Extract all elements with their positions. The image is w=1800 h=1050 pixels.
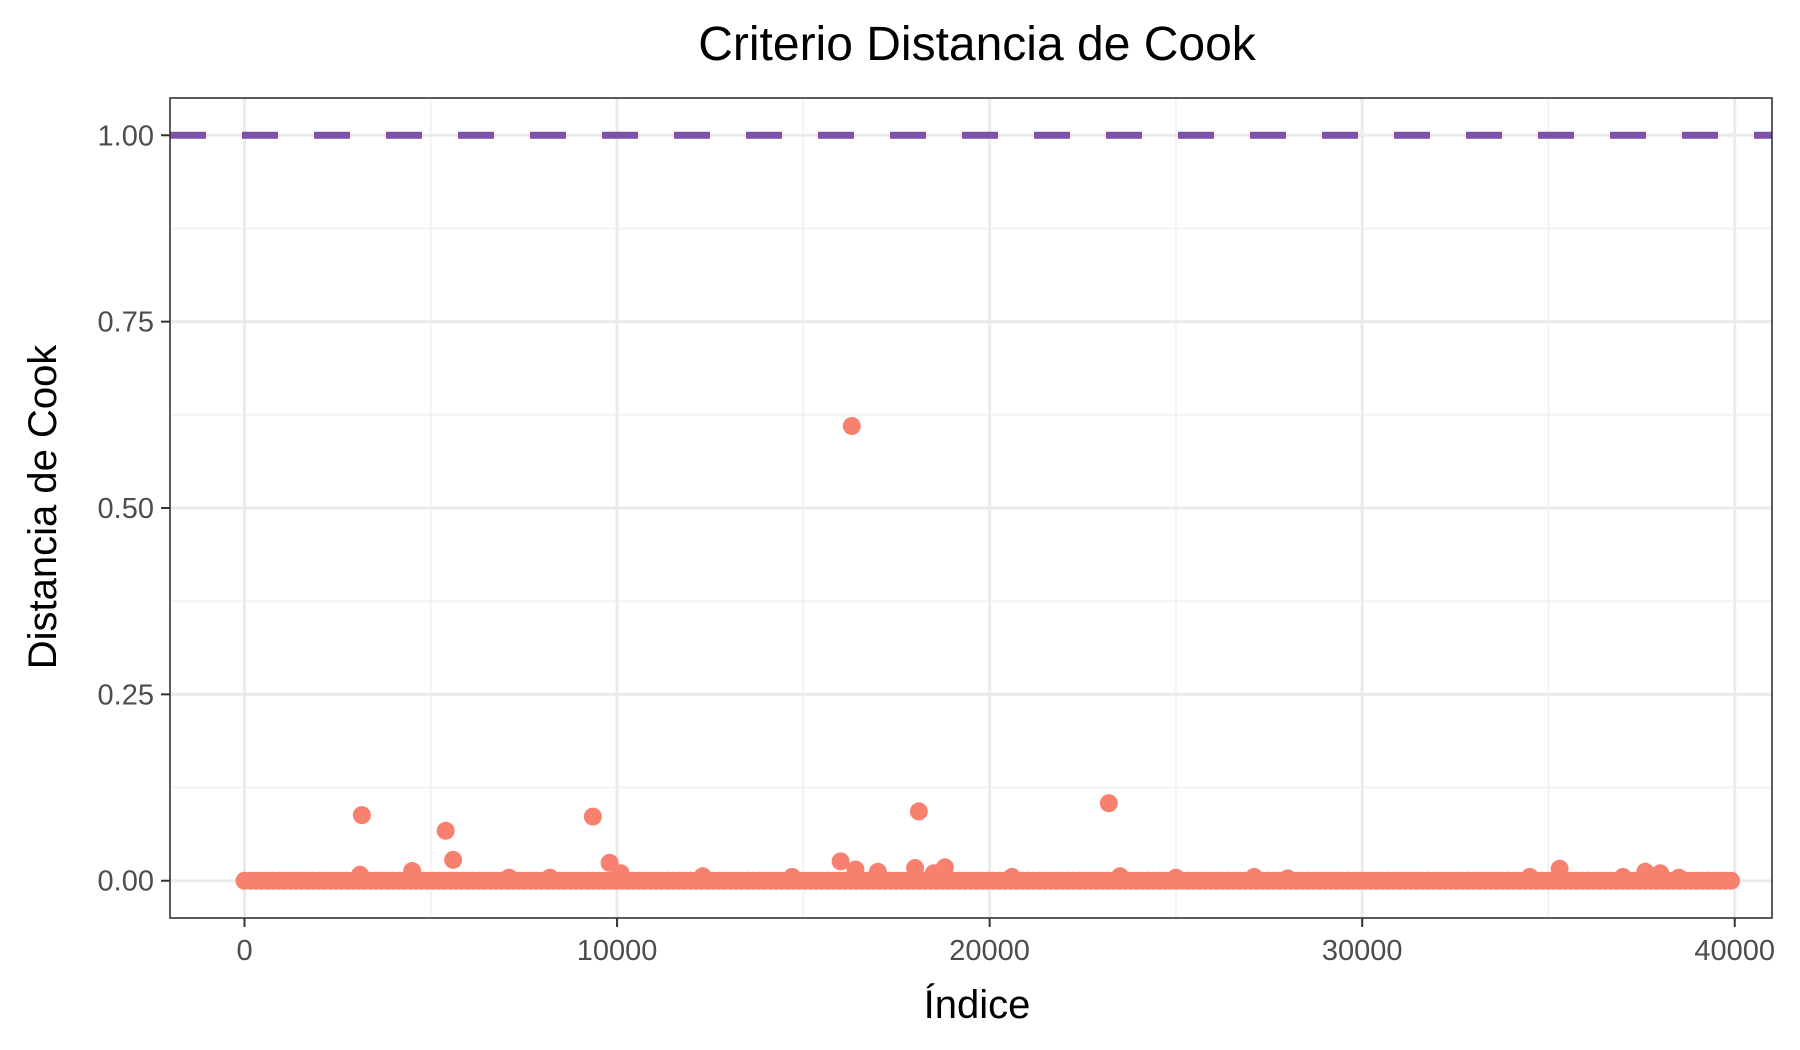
x-tick-label: 40000 [1694,935,1775,967]
data-point [1002,868,1021,886]
data-point [935,858,954,877]
data-point [583,807,602,826]
data-point [436,821,455,840]
data-point [403,862,422,881]
y-tick-label: 1.00 [98,120,154,152]
data-point [1166,868,1185,887]
minor-gridlines [170,98,1772,918]
x-axis-ticks: 0 10000 20000 30000 40000 [236,918,1775,967]
data-point [1520,868,1539,886]
y-axis-title: Distancia de Cook [21,344,65,670]
data-point [500,868,519,887]
data-point [1651,864,1670,883]
x-tick-label: 0 [236,935,252,967]
data-point [1669,868,1688,887]
data-point [541,868,560,887]
y-tick-label: 0.00 [98,866,154,898]
x-tick-label: 10000 [577,935,658,967]
data-point [1111,867,1130,886]
x-axis-title: Índice [924,982,1031,1027]
data-point [444,850,463,869]
y-tick-label: 0.50 [98,493,154,525]
data-point [1722,871,1741,890]
x-tick-label: 30000 [1322,935,1403,967]
chart-title: Criterio Distancia de Cook [698,18,1257,71]
data-point [842,417,861,435]
data-point [906,859,925,878]
y-tick-label: 0.75 [98,307,154,339]
data-point [909,802,928,821]
data-point [1245,868,1264,886]
data-point [1636,862,1655,881]
x-tick-label: 20000 [949,935,1030,967]
data-point [783,868,802,886]
data-point [693,867,712,886]
data-point [846,860,865,879]
data-point [868,862,887,881]
data-points [235,417,1741,890]
data-point [1550,859,1569,878]
data-point [1099,794,1118,813]
data-point [352,806,371,825]
y-axis-ticks: 0.00 0.25 0.50 0.75 1.00 [98,120,170,898]
data-point [611,864,630,883]
y-tick-label: 0.25 [98,679,154,711]
data-point [831,852,850,871]
data-point [1278,869,1297,888]
data-point [351,865,370,884]
data-point [1613,868,1632,886]
